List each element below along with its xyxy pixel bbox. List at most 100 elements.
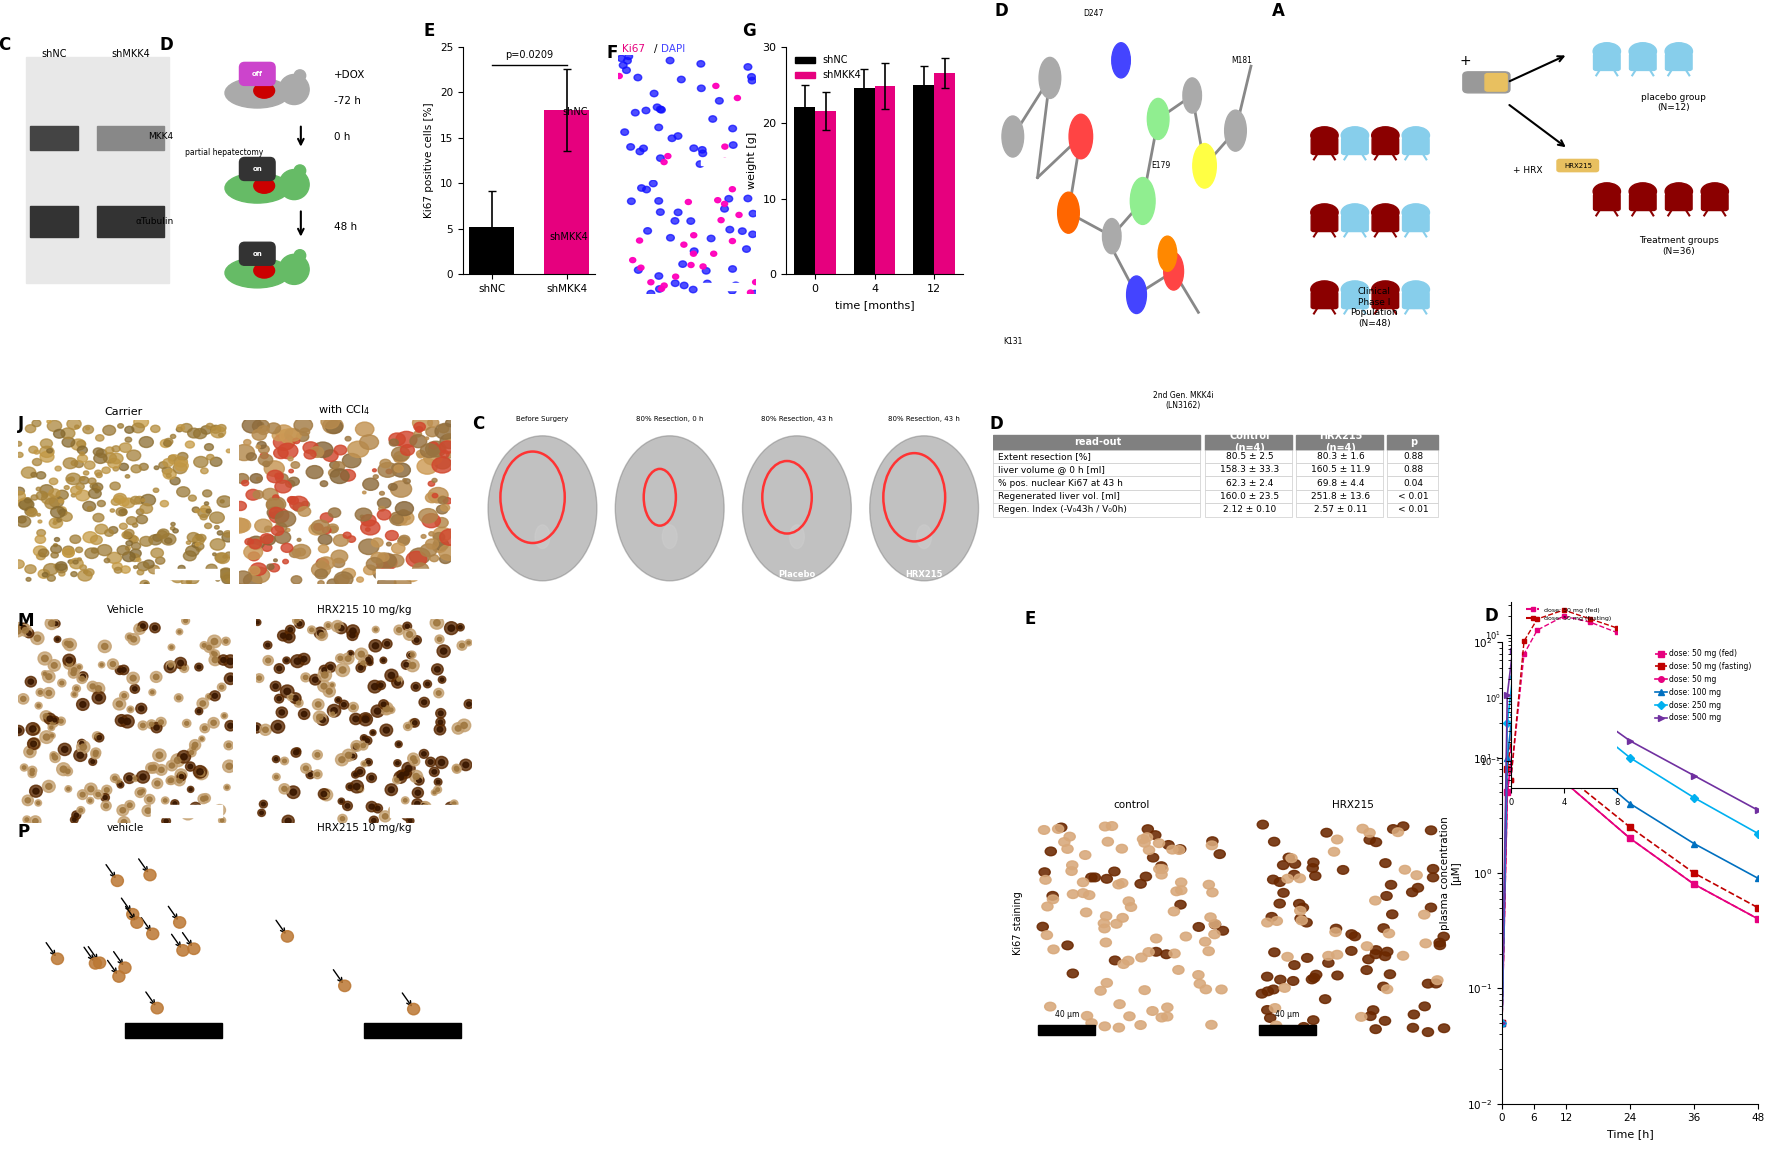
- Circle shape: [343, 801, 352, 811]
- Ellipse shape: [1378, 982, 1389, 990]
- Circle shape: [148, 763, 159, 773]
- Circle shape: [339, 800, 343, 802]
- Circle shape: [42, 493, 48, 498]
- Circle shape: [115, 666, 124, 674]
- Ellipse shape: [1438, 1024, 1449, 1033]
- Circle shape: [283, 815, 293, 827]
- Bar: [795, 107, 815, 274]
- Circle shape: [749, 210, 756, 217]
- Circle shape: [359, 659, 368, 668]
- Circle shape: [95, 734, 99, 738]
- Circle shape: [177, 696, 180, 700]
- Circle shape: [279, 429, 299, 444]
- Bar: [155, 569, 219, 579]
- Circle shape: [355, 663, 366, 673]
- Circle shape: [219, 568, 233, 578]
- Ellipse shape: [1156, 870, 1168, 880]
- Circle shape: [648, 280, 654, 285]
- Ellipse shape: [1205, 913, 1216, 922]
- dose: 100 mg: (48, 0.9): 100 mg: (48, 0.9): [1748, 871, 1767, 885]
- Circle shape: [293, 165, 306, 176]
- Circle shape: [1341, 204, 1369, 221]
- FancyBboxPatch shape: [1403, 215, 1430, 231]
- Circle shape: [703, 280, 710, 286]
- Circle shape: [405, 625, 410, 628]
- Circle shape: [95, 491, 99, 493]
- Circle shape: [134, 416, 148, 427]
- Circle shape: [110, 509, 115, 513]
- dose: 100 mg: (8, 22): 100 mg: (8, 22): [1534, 711, 1555, 725]
- Circle shape: [391, 808, 394, 812]
- Ellipse shape: [1382, 985, 1392, 994]
- Circle shape: [274, 512, 279, 515]
- Circle shape: [339, 757, 345, 763]
- Ellipse shape: [1078, 878, 1088, 887]
- Circle shape: [357, 577, 364, 582]
- Text: Carrier: Carrier: [104, 408, 143, 417]
- Legend: shNC, shMKK4: shNC, shMKK4: [792, 51, 864, 84]
- Circle shape: [309, 446, 323, 458]
- Circle shape: [125, 474, 129, 478]
- Ellipse shape: [1357, 825, 1368, 833]
- Circle shape: [104, 529, 113, 536]
- Circle shape: [412, 759, 417, 764]
- Circle shape: [71, 571, 78, 577]
- Circle shape: [200, 701, 205, 707]
- Circle shape: [433, 457, 452, 473]
- Ellipse shape: [1161, 1013, 1173, 1021]
- Circle shape: [1182, 78, 1202, 113]
- Circle shape: [127, 634, 140, 645]
- Circle shape: [389, 433, 405, 445]
- Circle shape: [339, 980, 350, 992]
- Y-axis label: Ki67 positive cells [%]: Ki67 positive cells [%]: [424, 103, 435, 218]
- Text: E: E: [422, 22, 435, 40]
- Bar: [935, 74, 954, 274]
- Circle shape: [385, 530, 398, 541]
- Circle shape: [260, 724, 272, 736]
- Circle shape: [69, 477, 74, 481]
- dose: 50 mg (fed): (12, 6): 50 mg (fed): (12, 6): [1555, 777, 1576, 791]
- dose: 500 mg: (24, 14): 500 mg: (24, 14): [1619, 734, 1640, 748]
- Ellipse shape: [1140, 986, 1150, 994]
- Circle shape: [433, 494, 438, 498]
- Circle shape: [320, 790, 332, 801]
- Circle shape: [433, 791, 436, 794]
- Circle shape: [350, 780, 364, 793]
- Circle shape: [293, 502, 304, 512]
- Circle shape: [187, 786, 194, 792]
- Circle shape: [634, 75, 641, 81]
- Bar: [1297, 450, 1384, 463]
- Circle shape: [246, 489, 260, 500]
- Circle shape: [117, 781, 124, 788]
- Circle shape: [55, 621, 58, 626]
- Circle shape: [405, 771, 408, 776]
- Ellipse shape: [1332, 835, 1343, 843]
- Circle shape: [251, 474, 262, 484]
- Circle shape: [657, 106, 664, 112]
- Circle shape: [180, 807, 194, 820]
- Circle shape: [327, 579, 339, 588]
- Circle shape: [362, 478, 378, 491]
- Circle shape: [368, 660, 373, 666]
- Circle shape: [322, 672, 329, 679]
- Text: D: D: [159, 36, 173, 55]
- Circle shape: [136, 515, 147, 523]
- Circle shape: [382, 704, 392, 714]
- Circle shape: [207, 646, 212, 649]
- Circle shape: [385, 641, 389, 646]
- Circle shape: [249, 540, 262, 549]
- Ellipse shape: [1270, 1021, 1281, 1030]
- Ellipse shape: [1175, 885, 1187, 895]
- Circle shape: [48, 420, 51, 423]
- Circle shape: [58, 719, 64, 723]
- Circle shape: [398, 537, 410, 545]
- Circle shape: [60, 681, 64, 684]
- dose: 50 mg (fed): (8, 11): 50 mg (fed): (8, 11): [1534, 746, 1555, 760]
- Ellipse shape: [1380, 952, 1391, 960]
- Circle shape: [210, 649, 219, 659]
- Circle shape: [178, 660, 184, 666]
- Ellipse shape: [1426, 903, 1437, 912]
- Circle shape: [150, 765, 157, 770]
- Circle shape: [138, 791, 143, 795]
- Ellipse shape: [1209, 930, 1219, 939]
